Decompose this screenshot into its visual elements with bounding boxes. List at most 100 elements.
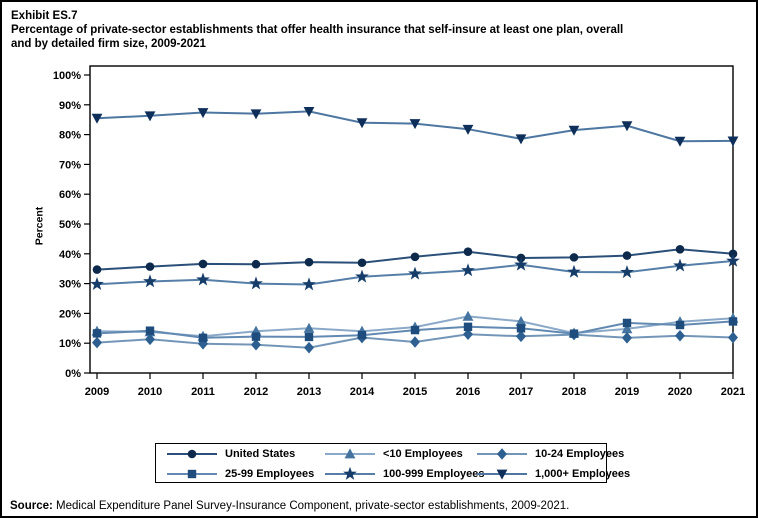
diamond-marker-icon [477, 448, 527, 460]
x-tick-label: 2013 [297, 386, 321, 398]
y-tick-label: 10% [59, 338, 81, 350]
x-tick-label: 2012 [244, 386, 268, 398]
data-point-square [187, 469, 197, 479]
data-point-triangle-down [727, 136, 739, 147]
triangle-up-marker-icon [325, 448, 375, 459]
data-point-triangle-down [674, 136, 686, 147]
data-point-square [569, 329, 579, 338]
chart-title-line1: Percentage of private-sector establishme… [11, 24, 624, 36]
data-point-triangle-down [621, 121, 633, 132]
data-point-star [514, 257, 528, 271]
series-25-99-employees [92, 317, 738, 343]
x-tick-label: 2018 [562, 386, 586, 398]
data-point-star [726, 253, 740, 267]
legend-item--10-employees: <10 Employees [324, 446, 476, 462]
data-point-diamond [675, 329, 685, 342]
triangle-down-marker-icon [477, 469, 527, 480]
x-tick-label: 2021 [721, 386, 745, 398]
data-point-circle [92, 265, 102, 274]
data-point-diamond [92, 336, 102, 349]
series-1-000-employees [91, 106, 739, 147]
x-tick-label: 2016 [456, 386, 480, 398]
data-point-square [675, 320, 685, 330]
data-point-square [516, 324, 526, 333]
data-point-triangle-down [144, 111, 156, 122]
x-tick-label: 2017 [509, 386, 533, 398]
data-point-diamond [304, 341, 314, 354]
exhibit-label: Exhibit ES.7 [11, 10, 78, 22]
data-point-star [302, 277, 316, 291]
data-point-diamond [410, 336, 420, 348]
y-axis-title: Percent [33, 206, 46, 246]
data-point-circle [304, 257, 314, 267]
data-point-star [355, 269, 369, 283]
data-point-circle [187, 449, 197, 459]
data-point-circle [198, 259, 208, 269]
data-point-star [249, 276, 263, 290]
data-point-square [728, 317, 738, 326]
data-point-triangle-down [568, 125, 580, 136]
source-text: Medical Expenditure Panel Survey-Insuran… [52, 499, 570, 512]
y-tick-label: 70% [59, 159, 81, 171]
legend-item-10-24-employees: 10-24 Employees [476, 446, 624, 462]
x-tick-label: 2019 [615, 386, 639, 398]
x-tick-label: 2015 [403, 386, 427, 398]
data-point-diamond [622, 332, 632, 344]
y-tick-label: 90% [59, 100, 81, 112]
y-tick-label: 20% [59, 308, 81, 320]
x-tick-label: 2020 [668, 386, 692, 398]
y-tick-label: 40% [59, 249, 81, 261]
data-point-star [143, 274, 157, 288]
data-point-diamond [728, 331, 738, 344]
y-tick-label: 0% [65, 368, 81, 380]
legend-item-100-999-employees: 100-999 Employees [324, 466, 485, 482]
data-point-triangle-down [303, 106, 315, 117]
data-point-triangle-down [250, 109, 262, 120]
data-point-star [408, 266, 422, 280]
data-point-triangle-up [344, 448, 356, 459]
data-point-circle [569, 253, 579, 262]
chart-header: Exhibit ES.7 Percentage of private-secto… [11, 9, 753, 51]
series-100-999-employees [90, 253, 740, 291]
star-marker-icon [325, 466, 375, 480]
data-point-triangle-down [91, 113, 103, 124]
legend-label: 25-99 Employees [225, 468, 315, 480]
legend-label: 100-999 Employees [383, 468, 485, 480]
data-point-star [461, 263, 475, 277]
data-point-circle [410, 252, 420, 262]
x-tick-label: 2014 [350, 386, 375, 398]
data-point-circle [145, 262, 155, 271]
data-point-square [145, 326, 155, 335]
data-point-triangle-down [409, 119, 421, 130]
x-tick-label: 2011 [191, 386, 215, 398]
chart-title-line2: and by detailed firm size, 2009-2021 [11, 38, 206, 50]
data-point-triangle-down [197, 108, 209, 119]
data-point-triangle-down [356, 118, 368, 129]
square-marker-icon [167, 469, 217, 479]
data-point-square [463, 322, 473, 332]
data-point-diamond [497, 448, 507, 460]
legend: United States <10 Employees 10-24 Employee… [155, 443, 630, 483]
y-tick-label: 50% [59, 219, 81, 231]
data-point-circle [675, 245, 685, 254]
data-point-diamond [516, 330, 526, 343]
y-tick-label: 100% [53, 70, 81, 82]
data-point-square [410, 325, 420, 335]
legend-label: United States [225, 448, 296, 460]
data-point-diamond [251, 338, 261, 351]
legend-label: 10-24 Employees [535, 448, 625, 460]
x-axis [96, 373, 734, 379]
data-point-diamond [145, 333, 155, 346]
y-axis [84, 74, 90, 374]
circle-marker-icon [167, 449, 217, 459]
data-point-star [90, 277, 104, 291]
data-point-star [620, 265, 634, 279]
data-point-star [196, 272, 210, 286]
data-point-star [567, 264, 581, 278]
legend-item-25-99-employees: 25-99 Employees [166, 466, 324, 482]
data-point-triangle-down [515, 134, 527, 145]
x-tick-label: 2010 [138, 386, 162, 398]
legend-label: 1,000+ Employees [535, 468, 631, 480]
